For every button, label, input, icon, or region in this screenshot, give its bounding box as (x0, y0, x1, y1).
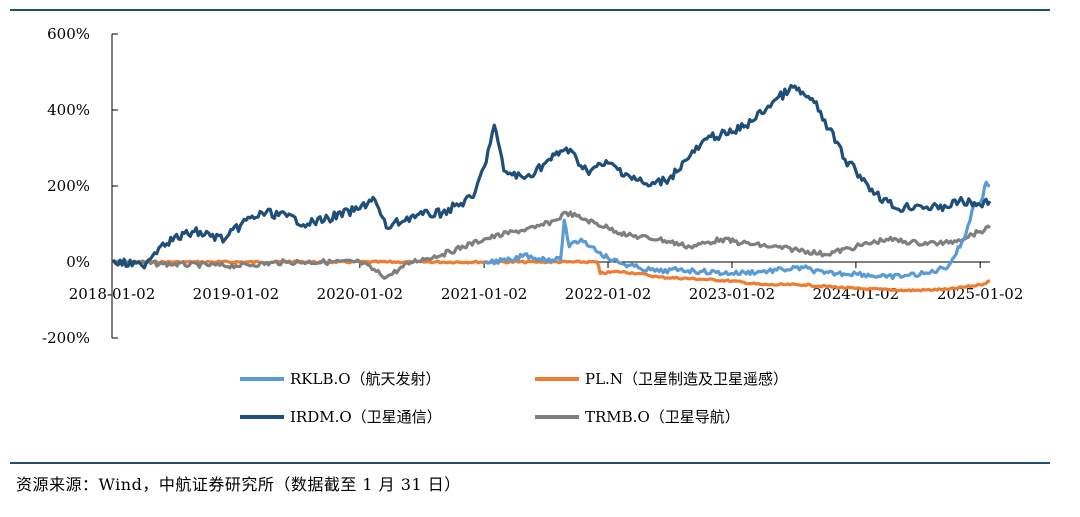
x-tick-label: 2018-01-02 (69, 285, 155, 303)
legend-label: TRMB.O（卫星导航） (585, 408, 740, 426)
x-tick-label: 2025-01-02 (937, 285, 1023, 303)
legend-label: PL.N（卫星制造及卫星遥感） (585, 370, 788, 388)
chart-series-lines (111, 83, 992, 293)
bottom-rule (10, 462, 1050, 464)
x-tick-label: 2020-01-02 (317, 285, 403, 303)
x-tick-label: 2023-01-02 (689, 285, 775, 303)
line-chart: -200% 0% 200% 400% 600% 2018-01-02 2019-01-02 2… (42, 25, 1023, 426)
x-tick-label: 2019-01-02 (193, 285, 279, 303)
x-tick-label: 2022-01-02 (565, 285, 651, 303)
legend-label: RKLB.O（航天发射） (290, 370, 441, 388)
y-tick-label: 0% (66, 253, 90, 271)
source-note: 资源来源：Wind，中航证券研究所（数据截至 1 月 31 日） (16, 475, 461, 494)
series-line-1 (483, 180, 991, 281)
chart-legend: RKLB.O（航天发射） PL.N（卫星制造及卫星遥感） IRDM.O（卫星通信） T… (240, 370, 788, 426)
top-rule (10, 9, 1050, 11)
y-tick-label: -200% (42, 329, 90, 347)
y-tick-label: 400% (47, 101, 90, 119)
y-tick-label: 200% (47, 177, 90, 195)
x-tick-label: 2021-01-02 (441, 285, 527, 303)
series-line-3 (111, 83, 992, 270)
chart-axes: -200% 0% 200% 400% 600% 2018-01-02 2019-01-02 2… (42, 25, 1023, 347)
series-line-4 (111, 210, 992, 280)
y-tick-label: 600% (47, 25, 90, 43)
legend-label: IRDM.O（卫星通信） (290, 408, 442, 426)
